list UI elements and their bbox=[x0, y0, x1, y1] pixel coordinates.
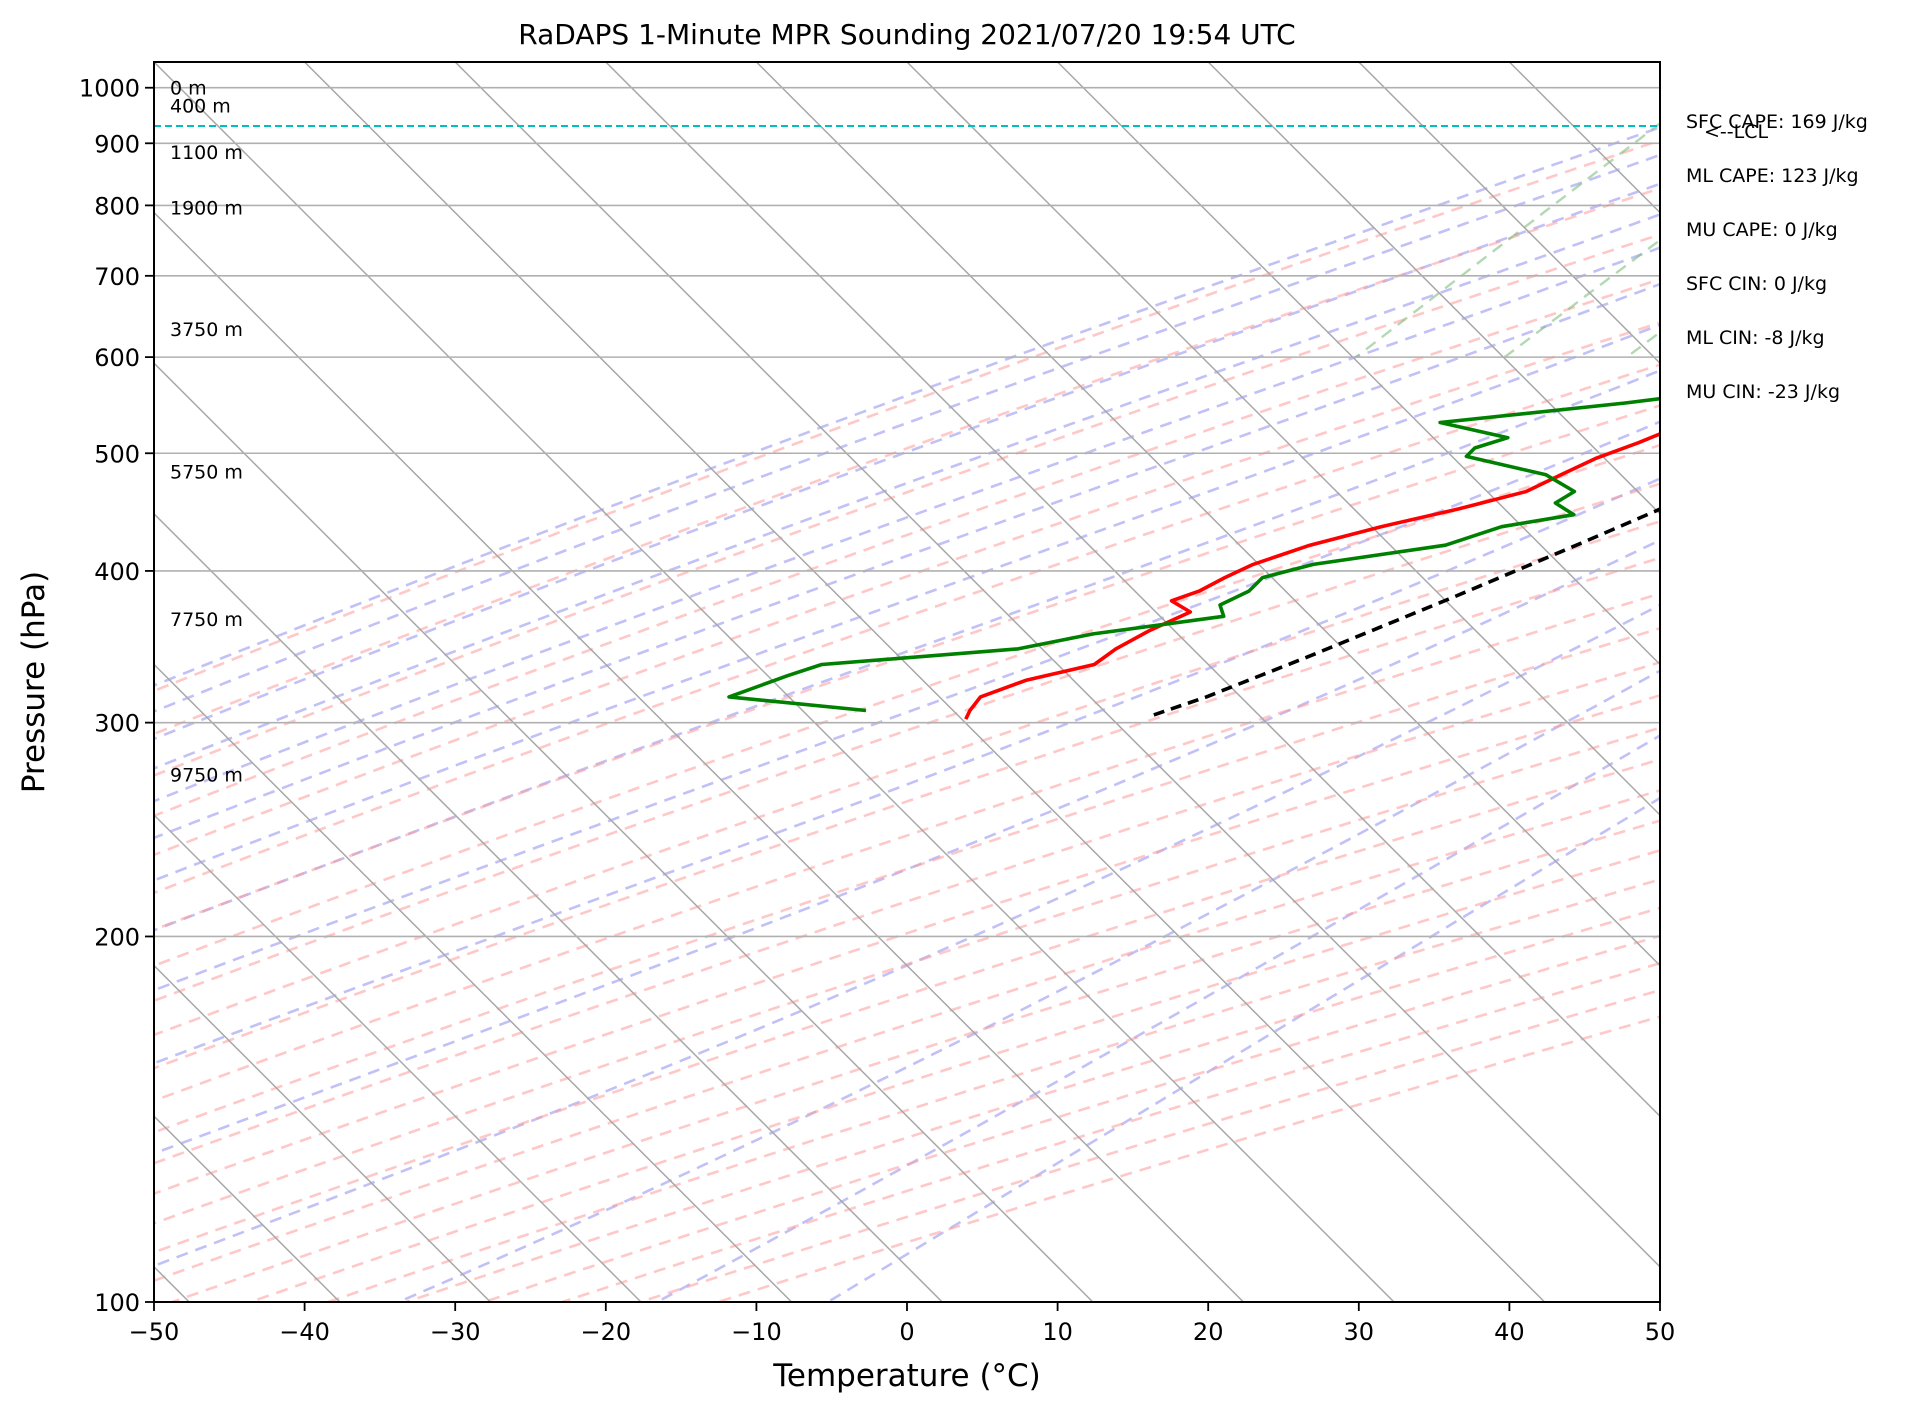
moist-adiabats bbox=[154, 126, 1660, 1302]
x-tick-label: −40 bbox=[279, 1318, 330, 1346]
x-tick-label: −50 bbox=[129, 1318, 180, 1346]
dry-adiabat bbox=[154, 626, 1660, 1134]
x-tick-label: 0 bbox=[899, 1318, 914, 1346]
isotherm bbox=[154, 813, 642, 1302]
x-tick-label: 10 bbox=[1042, 1318, 1073, 1346]
y-tick-label: 300 bbox=[94, 710, 140, 738]
height-label: 1900 m bbox=[170, 197, 243, 219]
isotherm bbox=[154, 211, 1244, 1302]
dry-adiabat bbox=[154, 482, 1660, 1003]
isotherm bbox=[154, 964, 491, 1302]
index-label: ML CIN: -8 J/kg bbox=[1686, 327, 1825, 349]
isotherm bbox=[454, 62, 1660, 1268]
isotherm bbox=[1358, 62, 1660, 365]
isobars bbox=[154, 86, 1660, 1302]
y-axis-label: Pressure (hPa) bbox=[16, 571, 52, 793]
height-label: 9750 m bbox=[170, 764, 243, 786]
height-label: 5750 m bbox=[170, 462, 243, 484]
dry-adiabat bbox=[154, 186, 1660, 736]
height-label: 7750 m bbox=[170, 609, 243, 631]
x-tick-label: 30 bbox=[1344, 1318, 1375, 1346]
moist-adiabat bbox=[154, 477, 1660, 1065]
plot-area bbox=[154, 62, 1660, 1302]
isotherm bbox=[755, 62, 1660, 967]
mixing-ratio-lines bbox=[1355, 121, 1660, 359]
y-tick-label: 700 bbox=[94, 263, 140, 291]
isotherm bbox=[906, 62, 1660, 817]
series-dewpoint bbox=[727, 396, 1660, 713]
dry-adiabat bbox=[154, 443, 1660, 968]
moist-adiabat bbox=[154, 153, 1660, 713]
series-parcel bbox=[1150, 507, 1660, 718]
x-tick-label: 20 bbox=[1193, 1318, 1224, 1346]
x-axis-ticks: −50 −40 −30 −20 −10 0 10 20 30 40 50 bbox=[129, 1302, 1676, 1346]
y-tick-label: 900 bbox=[94, 130, 140, 158]
isotherm bbox=[154, 512, 943, 1302]
sounding-series bbox=[727, 396, 1660, 720]
isotherm bbox=[1207, 62, 1660, 515]
height-label: 0 m bbox=[170, 78, 207, 100]
isotherm bbox=[154, 663, 793, 1302]
dry-adiabat bbox=[154, 556, 1660, 1070]
x-axis-label: Temperature (°C) bbox=[772, 1358, 1041, 1394]
chart-title: RaDAPS 1-Minute MPR Sounding 2021/07/20 … bbox=[518, 18, 1295, 51]
moist-adiabat bbox=[827, 796, 1660, 1302]
moist-adiabat bbox=[154, 246, 1660, 803]
index-label: MU CAPE: 0 J/kg bbox=[1686, 219, 1838, 241]
y-tick-label: 500 bbox=[94, 440, 140, 468]
dry-adiabats bbox=[154, 139, 1660, 1302]
x-tick-label: −10 bbox=[731, 1318, 782, 1346]
series-temperature bbox=[964, 432, 1660, 720]
y-tick-label: 1000 bbox=[79, 75, 140, 103]
dry-adiabat bbox=[154, 726, 1660, 1225]
y-tick-label: 800 bbox=[94, 192, 140, 220]
lcl-label: <--LCL bbox=[1704, 121, 1768, 143]
mixing-ratio-line bbox=[1503, 238, 1660, 359]
moist-adiabat bbox=[154, 282, 1660, 840]
x-tick-label: −20 bbox=[580, 1318, 631, 1346]
isotherm bbox=[304, 62, 1546, 1302]
isotherm bbox=[605, 62, 1660, 1118]
y-axis-ticks: 100 200 300 400 500 600 700 800 900 1000 bbox=[79, 75, 154, 1317]
dry-adiabat bbox=[154, 789, 1660, 1283]
moist-adiabat bbox=[154, 369, 1660, 932]
index-label: ML CAPE: 123 J/kg bbox=[1686, 165, 1859, 187]
x-tick-label: 50 bbox=[1645, 1318, 1676, 1346]
height-label: 3750 m bbox=[170, 319, 243, 341]
y-tick-label: 200 bbox=[94, 923, 140, 951]
index-label: MU CIN: -23 J/kg bbox=[1686, 381, 1840, 403]
index-label: SFC CIN: 0 J/kg bbox=[1686, 273, 1827, 295]
isotherm bbox=[154, 362, 1094, 1302]
height-label: 1100 m bbox=[170, 142, 243, 164]
dry-adiabat bbox=[154, 233, 1660, 777]
height-labels: 9750 m 7750 m 5750 m 3750 m 1900 m 1100 m 400 … bbox=[170, 78, 243, 787]
x-tick-label: 40 bbox=[1494, 1318, 1525, 1346]
x-tick-label: −30 bbox=[430, 1318, 481, 1346]
isotherm bbox=[1057, 62, 1660, 666]
index-label: SFC CAPE: 169 J/kg bbox=[1686, 111, 1868, 133]
moist-adiabat bbox=[154, 323, 1660, 882]
dry-adiabat bbox=[154, 694, 1660, 1196]
y-tick-label: 400 bbox=[94, 558, 140, 586]
moist-adiabat bbox=[154, 182, 1660, 741]
dry-adiabat bbox=[154, 139, 1660, 693]
dry-adiabat bbox=[154, 277, 1660, 818]
moist-adiabat bbox=[154, 603, 1660, 1268]
y-tick-label: 100 bbox=[94, 1289, 140, 1317]
moist-adiabat bbox=[154, 213, 1660, 770]
stability-indices: SFC CAPE: 169 J/kg ML CAPE: 123 J/kg MU CA… bbox=[1686, 111, 1868, 403]
dry-adiabat bbox=[154, 363, 1660, 895]
height-label: 400 m bbox=[170, 95, 231, 117]
mixing-ratio-line bbox=[1355, 121, 1660, 359]
y-tick-label: 600 bbox=[94, 344, 140, 372]
